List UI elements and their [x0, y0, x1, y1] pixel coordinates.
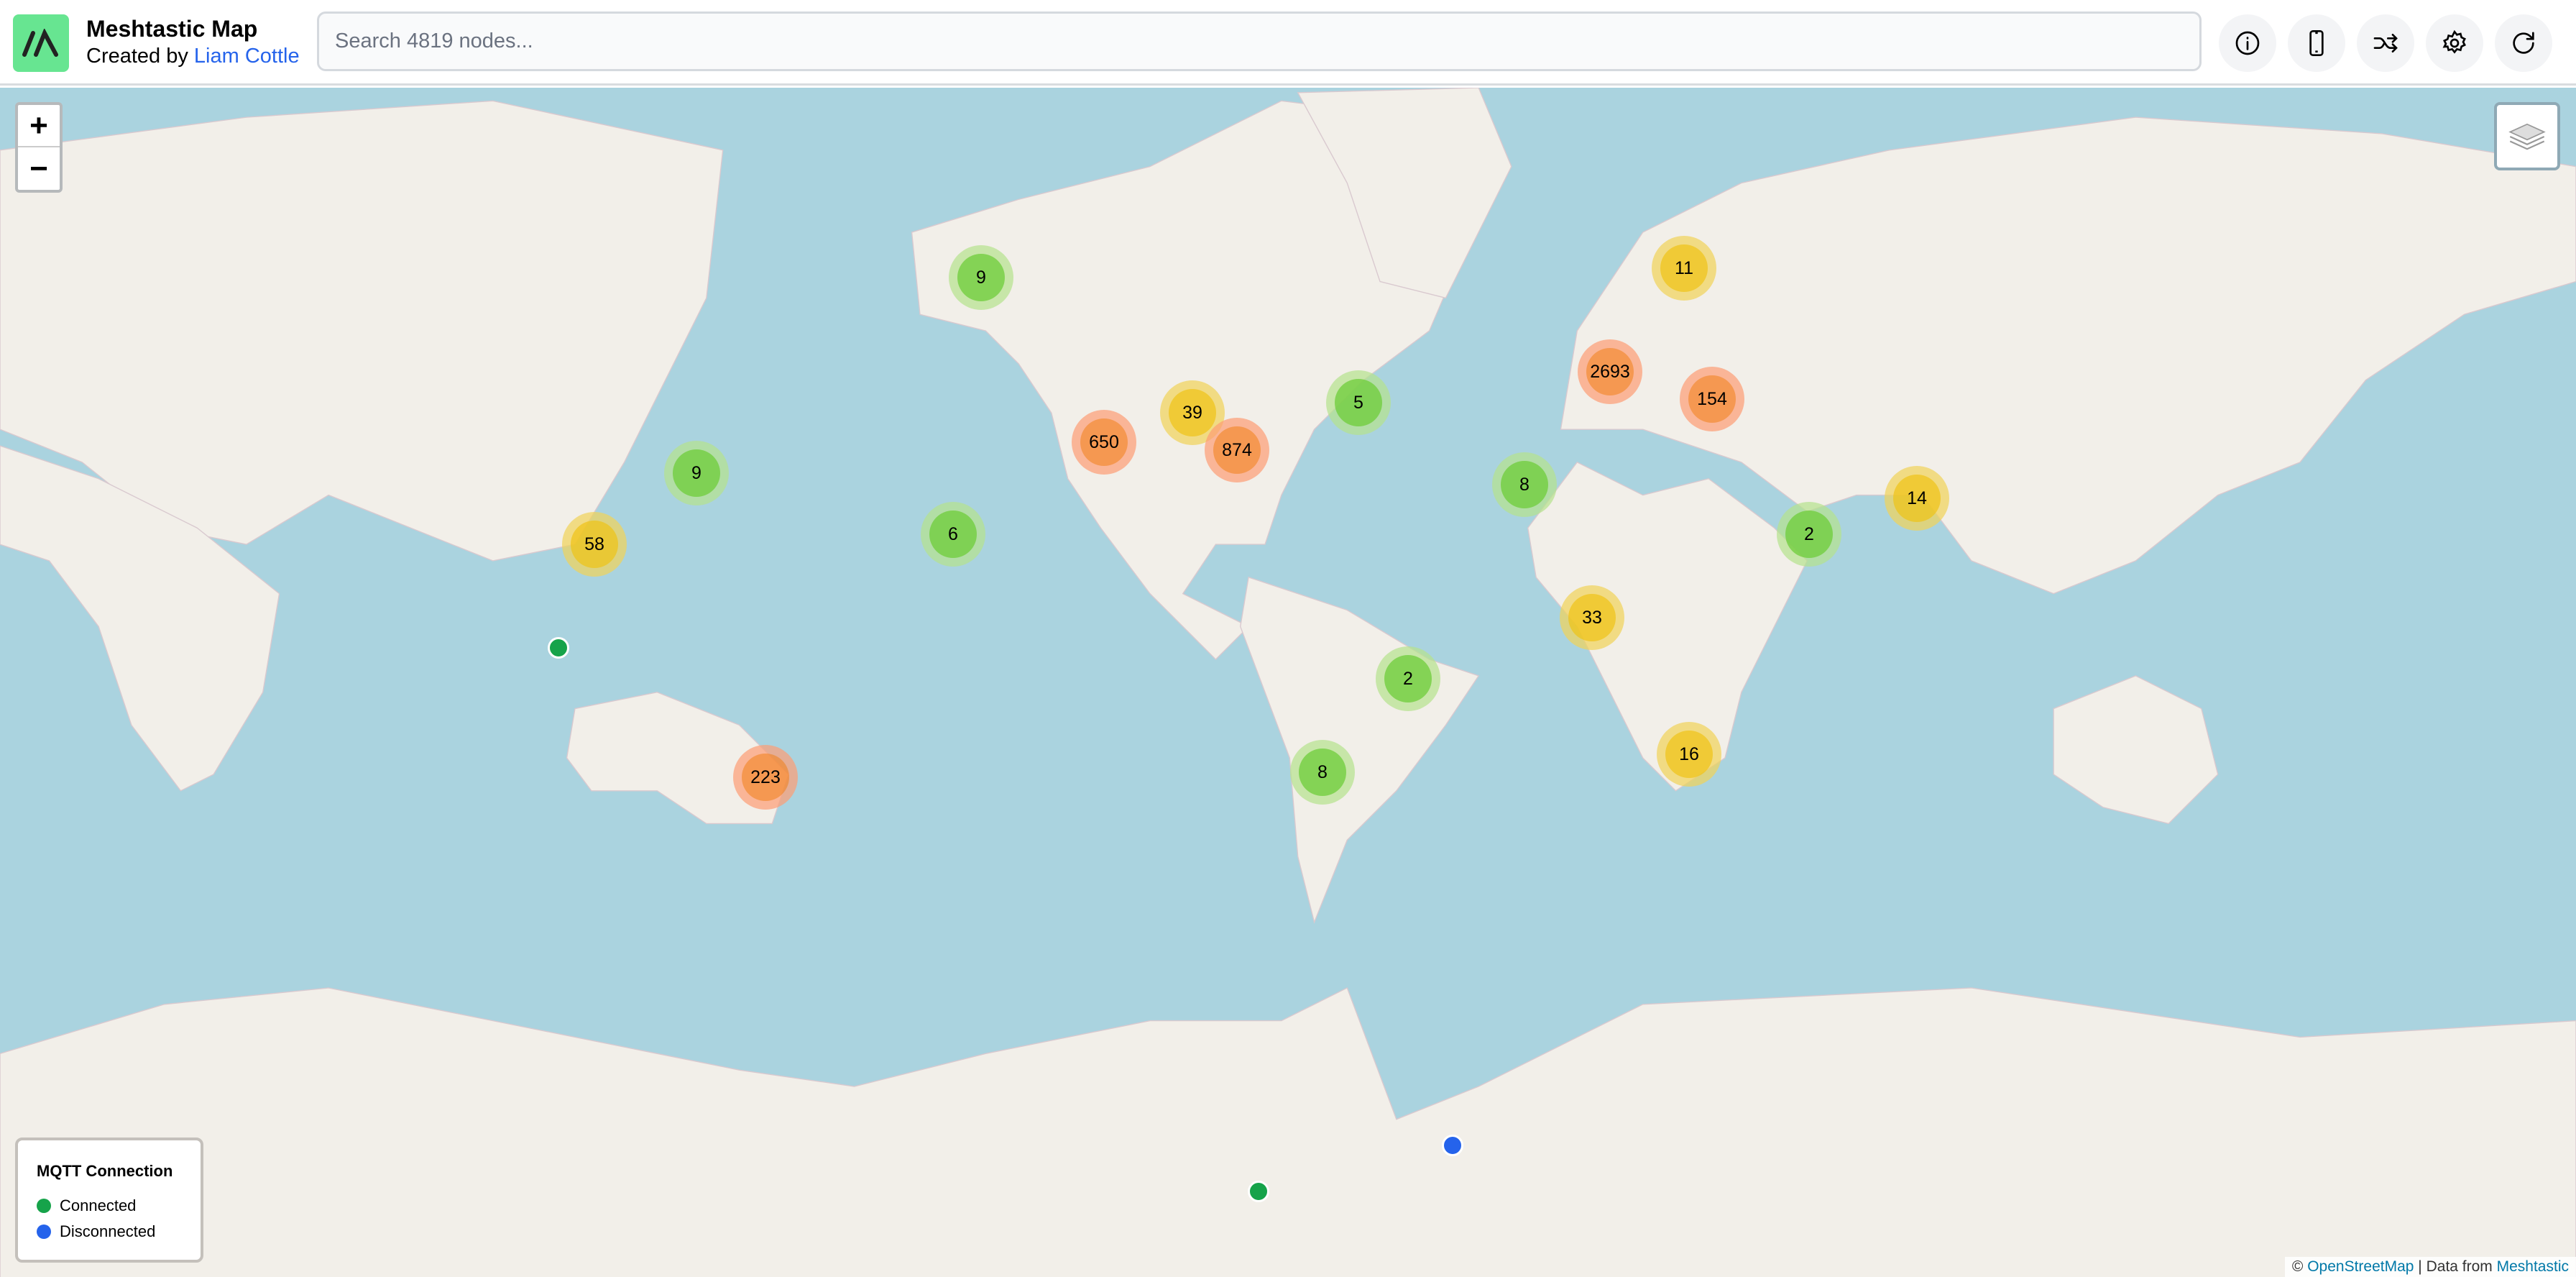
cluster-count: 5 [1335, 379, 1382, 426]
phone-icon [2309, 30, 2324, 56]
author-link[interactable]: Liam Cottle [193, 45, 300, 68]
cluster-count: 2693 [1586, 348, 1634, 395]
device-button[interactable] [2288, 14, 2345, 72]
south-america [1240, 576, 1480, 924]
subtitle-prefix: Created by [86, 45, 194, 68]
cluster-count: 9 [673, 449, 720, 497]
mqtt-legend: MQTT Connection Connected Disconnected [15, 1138, 203, 1263]
greenland [1297, 88, 1512, 299]
osm-link[interactable]: OpenStreetMap [2307, 1258, 2414, 1275]
header: Meshtastic Map Created by Liam Cottle [0, 0, 2576, 86]
node-cluster[interactable]: 2 [1777, 502, 1841, 567]
node-cluster[interactable]: 14 [1885, 466, 1949, 531]
map-tiles [0, 88, 2576, 1277]
node-cluster[interactable]: 8 [1492, 452, 1557, 517]
app-title: Meshtastic Map [86, 16, 258, 42]
cluster-count: 154 [1688, 375, 1736, 423]
zoom-control: + − [15, 102, 63, 193]
australia [566, 691, 789, 825]
cluster-count: 33 [1568, 594, 1616, 641]
cluster-count: 2 [1384, 655, 1432, 702]
node-cluster[interactable]: 2 [1376, 646, 1440, 711]
eurasia [1560, 116, 2576, 595]
node-cluster[interactable]: 58 [562, 512, 627, 577]
cluster-count: 874 [1213, 426, 1261, 474]
cluster-count: 2 [1785, 511, 1833, 558]
meshtastic-link[interactable]: Meshtastic [2496, 1258, 2569, 1275]
world-map[interactable]: 9 11 2693 154 5 39 650 874 9 8 14 58 6 2 33 2 223 8 16 [0, 88, 2576, 1277]
node-cluster[interactable]: 2693 [1578, 339, 1642, 404]
cluster-count: 9 [957, 254, 1005, 301]
layers-icon [2508, 123, 2546, 150]
layers-button[interactable] [2494, 102, 2560, 170]
antarctica [0, 987, 2576, 1277]
cluster-count: 58 [571, 521, 618, 568]
legend-disconnected-label: Disconnected [60, 1222, 156, 1240]
attribution-separator: | Data from [2414, 1258, 2497, 1275]
logo-icon [22, 29, 58, 57]
australia-east-copy [2053, 675, 2219, 825]
zoom-in-button[interactable]: + [18, 105, 60, 147]
disconnected-dot-icon [37, 1225, 51, 1239]
africa-west-copy [0, 445, 280, 792]
node-marker-connected[interactable] [548, 637, 569, 659]
cluster-count: 6 [929, 511, 977, 558]
node-cluster[interactable]: 33 [1560, 585, 1624, 650]
copyright: © [2291, 1258, 2308, 1275]
cluster-count: 11 [1660, 244, 1708, 292]
meshtastic-logo[interactable] [13, 14, 69, 72]
cluster-count: 650 [1080, 418, 1128, 466]
node-cluster[interactable]: 9 [949, 245, 1013, 310]
legend-connected: Connected [37, 1196, 201, 1215]
node-cluster[interactable]: 154 [1680, 367, 1744, 431]
refresh-icon [2513, 32, 2534, 54]
cluster-count: 16 [1665, 731, 1713, 778]
info-button[interactable] [2219, 14, 2276, 72]
node-cluster[interactable]: 874 [1205, 418, 1269, 482]
node-cluster[interactable]: 5 [1326, 370, 1391, 435]
cluster-count: 223 [742, 754, 789, 801]
zoom-out-button[interactable]: − [29, 150, 48, 186]
legend-connected-label: Connected [60, 1196, 137, 1214]
cluster-count: 8 [1501, 461, 1548, 508]
node-marker-connected[interactable] [1248, 1181, 1269, 1202]
connected-dot-icon [37, 1199, 51, 1213]
refresh-button[interactable] [2495, 14, 2552, 72]
node-cluster[interactable]: 9 [664, 441, 729, 505]
node-cluster[interactable]: 16 [1657, 722, 1721, 787]
attribution: © OpenStreetMap | Data from Meshtastic [2284, 1257, 2576, 1277]
settings-button[interactable] [2426, 14, 2483, 72]
node-marker-disconnected[interactable] [1442, 1135, 1463, 1156]
shuffle-icon [2373, 34, 2398, 52]
node-cluster[interactable]: 650 [1072, 410, 1136, 475]
app-subtitle: Created by Liam Cottle [86, 45, 300, 68]
node-cluster[interactable]: 8 [1290, 740, 1355, 805]
legend-disconnected: Disconnected [37, 1222, 201, 1241]
cluster-count: 39 [1169, 389, 1216, 436]
shuffle-button[interactable] [2357, 14, 2414, 72]
info-icon [2235, 31, 2260, 55]
node-cluster[interactable]: 11 [1652, 236, 1716, 301]
gear-icon [2442, 29, 2466, 54]
node-cluster[interactable]: 6 [921, 502, 985, 567]
cluster-count: 8 [1299, 749, 1346, 796]
search-input[interactable] [317, 12, 2202, 71]
cluster-count: 14 [1893, 475, 1941, 522]
legend-title: MQTT Connection [37, 1162, 173, 1180]
node-cluster[interactable]: 223 [733, 745, 798, 810]
